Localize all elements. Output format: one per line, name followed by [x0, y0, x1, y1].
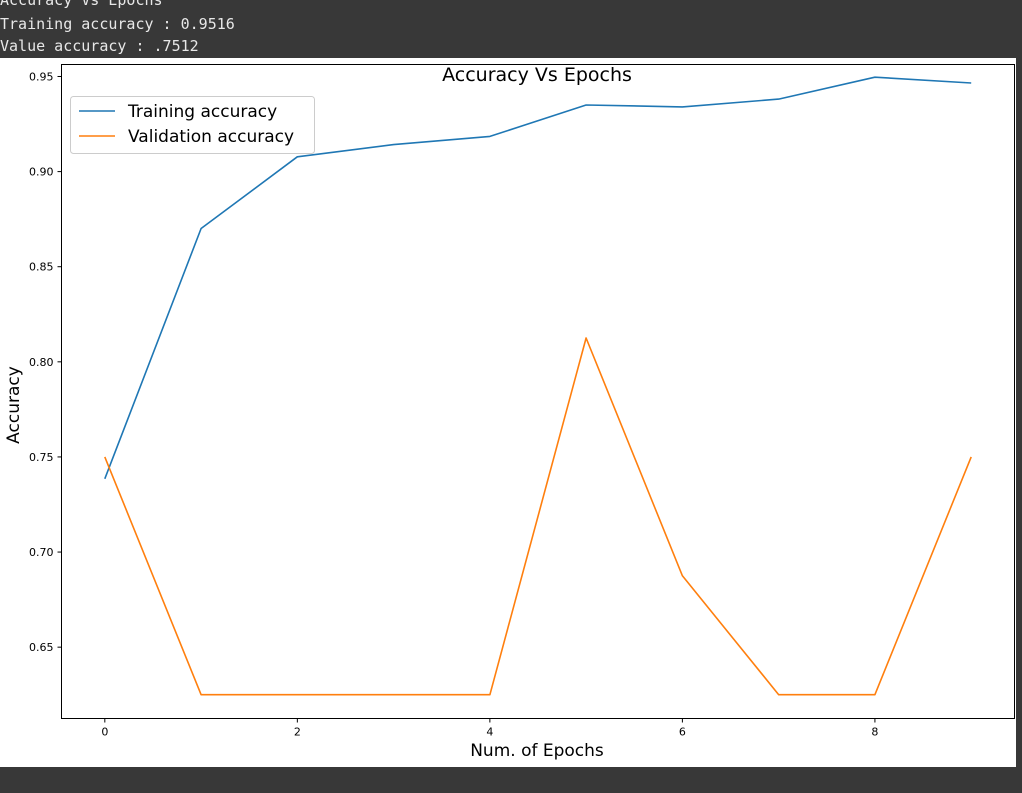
figure-canvas — [0, 58, 1016, 767]
legend-box — [70, 96, 315, 154]
y-tick-label: 0.90 — [29, 166, 54, 179]
y-tick-label: 0.80 — [29, 356, 54, 369]
y-axis-label: Accuracy — [4, 366, 24, 444]
plot-frame — [61, 64, 1015, 719]
x-tick-label: 0 — [101, 726, 108, 739]
console-line-title: Accuracy Vs Epochs — [0, 0, 163, 9]
axis-ticks: 0 2 4 6 8 0.65 0.70 0.75 0.80 0.85 0.90 0.95 — [29, 70, 878, 738]
scrollbar[interactable] — [1016, 58, 1022, 767]
x-tick-label: 4 — [486, 726, 493, 739]
y-tick-label: 0.75 — [29, 451, 54, 464]
console-line-value-accuracy: Value accuracy : .7512 — [0, 37, 199, 55]
x-axis-label: Num. of Epochs — [470, 741, 604, 761]
legend-label-training-accuracy: Training accuracy — [127, 102, 277, 122]
series-line-training-accuracy — [104, 76, 972, 480]
output-footer — [0, 767, 1022, 793]
x-tick-label: 6 — [679, 726, 686, 739]
console-output: Accuracy Vs Epochs Training accuracy : 0… — [0, 0, 1022, 58]
legend-label-validation-accuracy: Validation accuracy — [128, 127, 294, 147]
y-tick-label: 0.85 — [29, 261, 54, 274]
y-tick-label: 0.95 — [29, 70, 54, 83]
series-lines — [104, 76, 972, 696]
console-line-training-accuracy: Training accuracy : 0.9516 — [0, 15, 235, 33]
x-tick-label: 8 — [871, 726, 878, 739]
legend: Training accuracy Validation accuracy — [70, 96, 315, 154]
x-tick-label: 2 — [294, 726, 301, 739]
series-line-validation-accuracy — [104, 337, 972, 696]
y-tick-label: 0.70 — [29, 546, 54, 559]
chart-title: Accuracy Vs Epochs — [442, 64, 632, 86]
y-tick-label: 0.65 — [29, 641, 54, 654]
accuracy-line-chart: Accuracy Vs Epochs Num. of Epochs Accura… — [4, 64, 1015, 761]
